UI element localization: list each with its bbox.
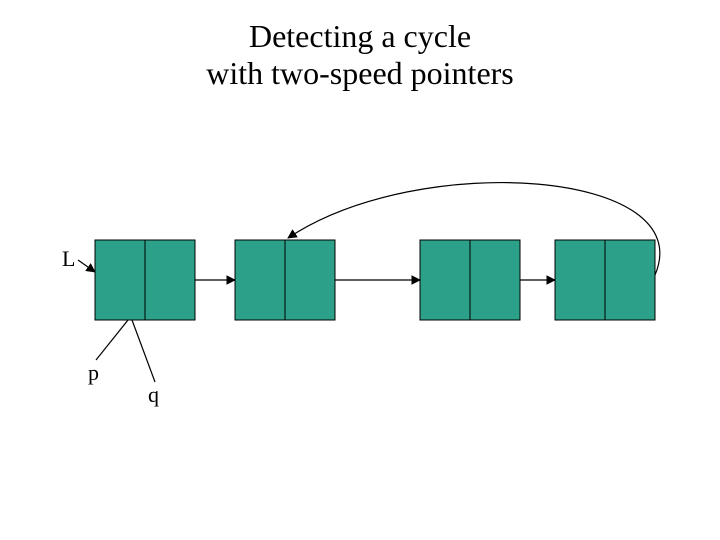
head-pointer-arrow	[78, 260, 95, 272]
list-node-cell	[420, 240, 470, 320]
diagram-canvas	[0, 0, 720, 540]
list-node	[95, 240, 195, 320]
list-node-cell	[95, 240, 145, 320]
q-pointer-line	[132, 320, 155, 382]
list-node-cell	[235, 240, 285, 320]
list-node-cell	[605, 240, 655, 320]
list-node-cell	[285, 240, 335, 320]
list-node	[555, 240, 655, 320]
list-node	[235, 240, 335, 320]
list-node-cell	[145, 240, 195, 320]
list-node-cell	[470, 240, 520, 320]
list-node	[420, 240, 520, 320]
p-pointer-line	[96, 320, 128, 360]
list-node-cell	[555, 240, 605, 320]
